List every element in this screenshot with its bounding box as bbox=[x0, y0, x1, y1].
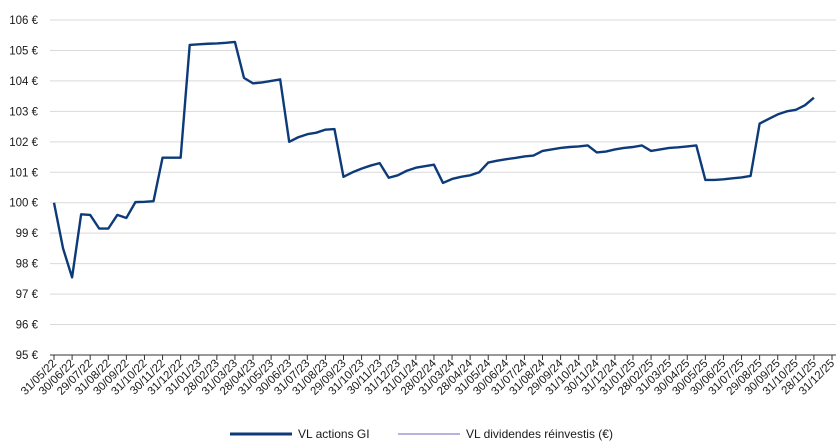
y-tick-label: 106 € bbox=[9, 15, 38, 27]
x-axis: 31/05/2230/06/2229/07/2231/08/2230/09/22… bbox=[19, 355, 837, 398]
legend-label-vl-actions: VL actions GI bbox=[298, 427, 370, 441]
y-tick-label: 101 € bbox=[9, 167, 38, 179]
series-layer bbox=[52, 40, 815, 279]
y-tick-label: 98 € bbox=[16, 259, 39, 271]
y-tick-label: 104 € bbox=[9, 76, 38, 88]
y-tick-label: 103 € bbox=[9, 106, 38, 118]
y-axis: 95 € 96 € 97 € 98 € 99 € 100 € 101 € 102 € 103 €… bbox=[9, 15, 38, 362]
gridlines bbox=[50, 19, 836, 326]
legend-label-vl-dividendes: VL dividendes réinvestis (€) bbox=[466, 427, 613, 441]
legend: VL actions GI VL dividendes réinvestis (… bbox=[230, 427, 613, 441]
y-tick-label: 100 € bbox=[9, 198, 38, 210]
y-tick-label: 97 € bbox=[16, 289, 39, 301]
y-tick-label: 105 € bbox=[9, 45, 38, 57]
y-tick-label: 102 € bbox=[9, 137, 38, 149]
series-line-0 bbox=[52, 40, 815, 279]
y-tick-label: 96 € bbox=[16, 320, 39, 332]
y-tick-label: 99 € bbox=[16, 228, 39, 240]
y-tick-label: 95 € bbox=[16, 350, 39, 362]
